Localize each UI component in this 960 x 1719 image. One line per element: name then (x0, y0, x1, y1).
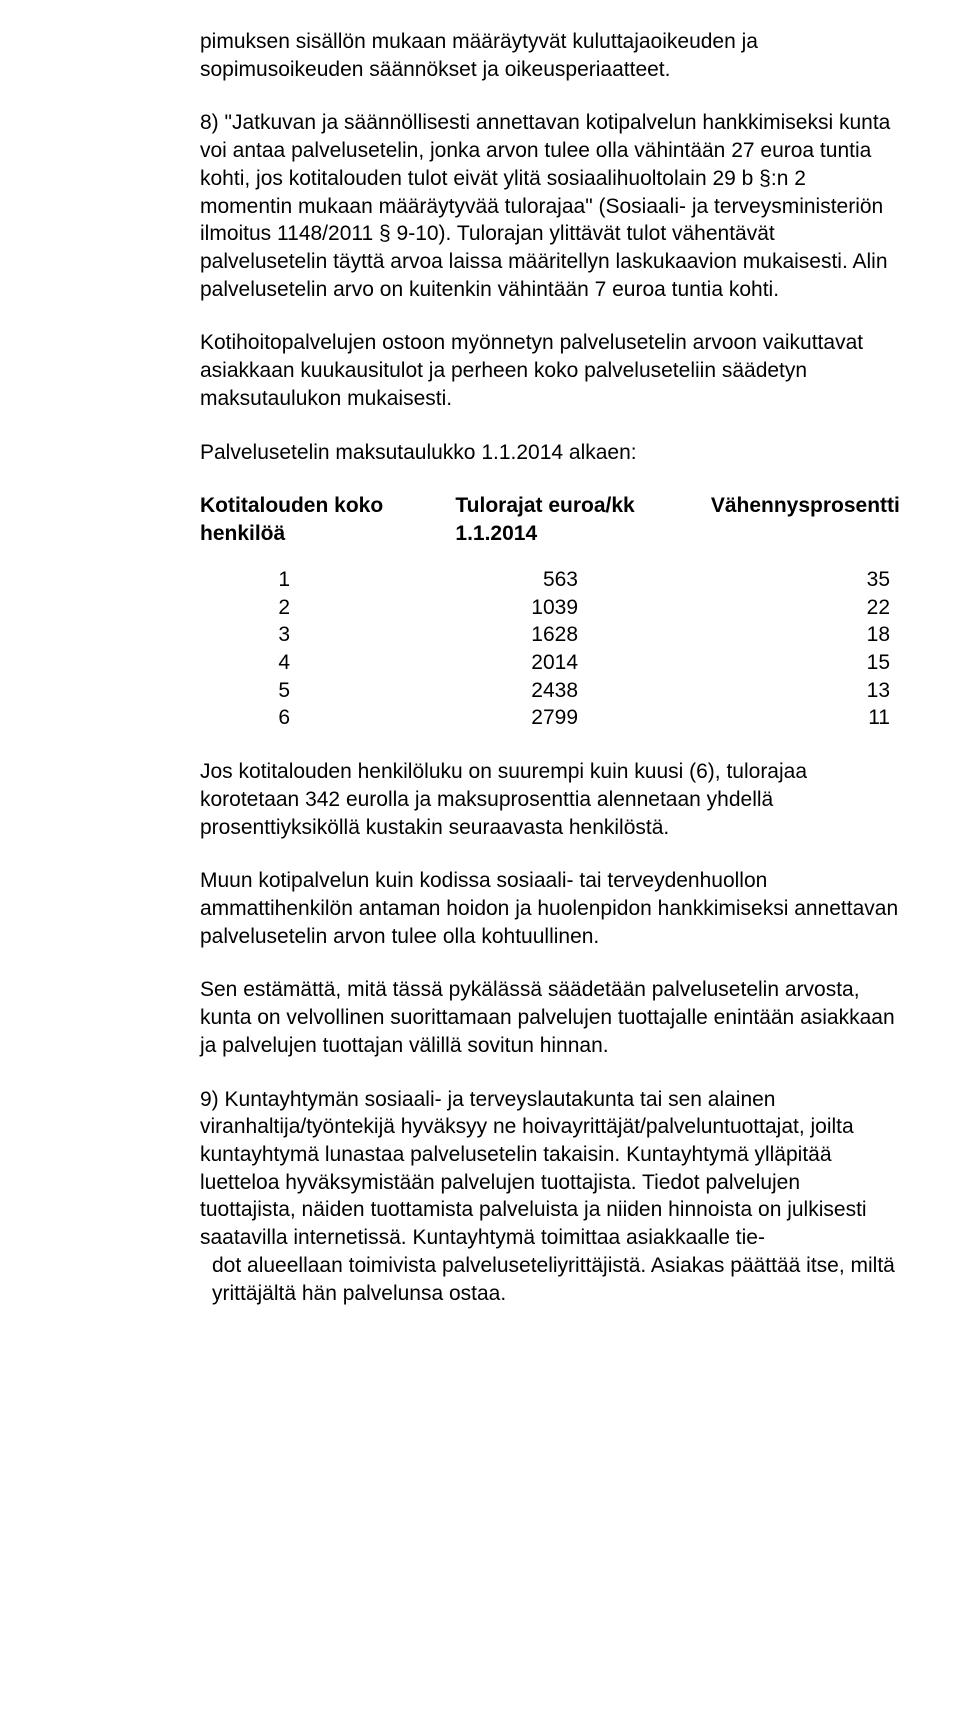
table-cell: 2014 (290, 649, 578, 677)
paragraph: Muun kotipalvelun kuin kodissa sosiaali-… (200, 867, 900, 950)
paragraph-table-intro: Palvelusetelin maksutaulukko 1.1.2014 al… (200, 439, 900, 467)
table-cell: 11 (578, 704, 890, 732)
table-header-row: Kotitalouden koko henkilöä Tulorajat eur… (200, 492, 900, 547)
paragraph: 8) "Jatkuvan ja säännöllisesti annettava… (200, 109, 900, 303)
table-cell: 5 (200, 677, 290, 705)
table-cell: 18 (578, 621, 890, 649)
table-cell: 22 (578, 594, 890, 622)
table-row: 1 563 35 (200, 566, 900, 594)
paragraph: Kotihoitopalvelujen ostoon myönnetyn pal… (200, 329, 900, 412)
header-text: henkilöä (200, 522, 285, 545)
header-text: Vähennysprosentti (711, 494, 900, 517)
document-page: pimuksen sisällön mukaan määräytyvät kul… (0, 0, 960, 1373)
table-cell: 4 (200, 649, 290, 677)
table-cell: 15 (578, 649, 890, 677)
table-cell: 13 (578, 677, 890, 705)
header-text: 1.1.2014 (455, 522, 537, 545)
paragraph-continuation: dot alueellaan toimivista palveluseteliy… (212, 1252, 900, 1307)
table-cell: 3 (200, 621, 290, 649)
table-row: 6 2799 11 (200, 704, 900, 732)
table-cell: 2438 (290, 677, 578, 705)
table-header-cell: Kotitalouden koko henkilöä (200, 492, 455, 547)
table-cell: 1039 (290, 594, 578, 622)
table-cell: 1628 (290, 621, 578, 649)
paragraph: pimuksen sisällön mukaan määräytyvät kul… (200, 28, 900, 83)
paragraph: Jos kotitalouden henkilöluku on suurempi… (200, 758, 900, 841)
table-cell: 563 (290, 566, 578, 594)
paragraph: Sen estämättä, mitä tässä pykälässä sääd… (200, 976, 900, 1059)
table-row: 2 1039 22 (200, 594, 900, 622)
table-row: 4 2014 15 (200, 649, 900, 677)
table-header-cell: Vähennysprosentti (711, 492, 900, 547)
table-cell: 1 (200, 566, 290, 594)
table-cell: 35 (578, 566, 890, 594)
paragraph: 9) Kuntayhtymän sosiaali- ja terveyslaut… (200, 1086, 900, 1252)
header-text: Tulorajat euroa/kk (455, 494, 634, 517)
header-text: Kotitalouden koko (200, 494, 383, 517)
table-row: 3 1628 18 (200, 621, 900, 649)
table-cell: 2 (200, 594, 290, 622)
table-row: 5 2438 13 (200, 677, 900, 705)
table-body: 1 563 35 2 1039 22 3 1628 18 4 2014 15 5… (200, 566, 900, 732)
table-cell: 2799 (290, 704, 578, 732)
table-cell: 6 (200, 704, 290, 732)
table-header-cell: Tulorajat euroa/kk 1.1.2014 (455, 492, 710, 547)
